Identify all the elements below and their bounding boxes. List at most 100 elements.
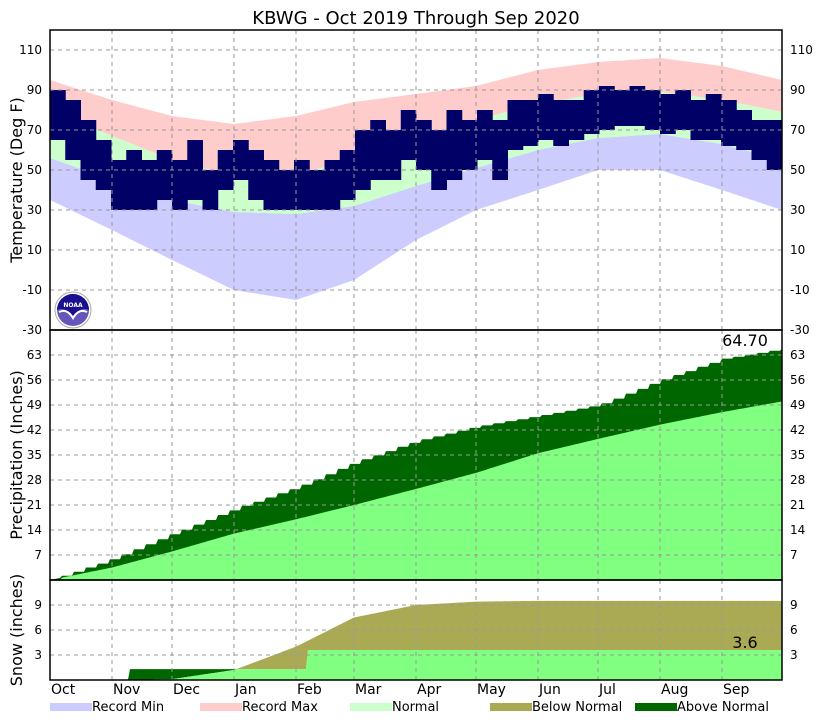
actual-temp-bar (156, 150, 173, 200)
y-tick-label-right: 14 (790, 523, 805, 537)
y-tick-label-left: 110 (19, 43, 42, 57)
legend-label: Record Min (92, 700, 164, 715)
legend-label: Below Normal (532, 700, 622, 715)
actual-temp-bar (126, 150, 142, 210)
y-tick-label-right: 6 (790, 623, 798, 637)
actual-temp-bar (400, 110, 417, 160)
month-label: Jul (598, 682, 616, 698)
y-tick-label-right: 63 (790, 348, 805, 362)
y-tick-label-right: 21 (790, 498, 805, 512)
y-tick-label-left: 50 (27, 163, 42, 177)
temperature-panel: -30 -30 -10 -10 10 10 30 30 50 50 70 70 90 90 110 110 Te… (7, 29, 813, 337)
noaa-logo: NOAA (54, 291, 92, 329)
y-tick-label-left: 70 (27, 123, 42, 137)
actual-temp-bar (294, 160, 310, 210)
y-tick-label-left: 14 (27, 523, 42, 537)
actual-temp-bar (599, 86, 615, 130)
y-tick-label-left: 21 (27, 498, 42, 512)
actual-temp-bar (309, 170, 325, 210)
actual-temp-bar (324, 160, 341, 210)
y-tick-label-right: 35 (790, 448, 805, 462)
panel-frame (49, 579, 783, 681)
month-label: Oct (51, 682, 76, 698)
y-tick-label-left: 49 (27, 398, 42, 412)
y-tick-label-right: 42 (790, 423, 805, 437)
y-tick-label-right: 3 (790, 648, 798, 662)
y-tick-label-right: 50 (790, 163, 805, 177)
y-tick-label-left: 7 (34, 548, 42, 562)
snow-total-annotation: 3.6 (732, 633, 757, 652)
actual-temp-bar (95, 140, 112, 190)
y-axis-label: Temperature (Deg F) (7, 97, 26, 264)
y-tick-label-right: -30 (790, 323, 810, 337)
month-label: Nov (113, 682, 140, 698)
chart-title: KBWG - Oct 2019 Through Sep 2020 (252, 8, 579, 29)
actual-temp-bar (644, 90, 661, 130)
snow-panel: 3 3 6 6 9 9 Snow (inches) 3.6 (7, 574, 798, 686)
y-tick-label-left: 42 (27, 423, 42, 437)
actual-temp-bar (614, 90, 630, 126)
actual-temp-bar (675, 90, 691, 130)
legend: Record Min Record Max Normal Below Normal Ab… (50, 700, 769, 715)
y-tick-label-left: -30 (22, 323, 42, 337)
y-tick-label-left: 56 (27, 373, 42, 387)
actual-temp-bar (492, 120, 508, 180)
actual-temp-bar (217, 150, 234, 190)
actual-temp-bar (111, 160, 127, 210)
actual-temp-bar (736, 110, 752, 150)
y-tick-label-left: 90 (27, 83, 42, 97)
month-label: Dec (173, 682, 200, 698)
month-axis: Oct Nov Dec Jan Feb Mar Apr May Jun Jul Aug Sep (51, 682, 750, 698)
y-tick-label-right: -10 (790, 283, 810, 297)
actual-temp-bar (629, 86, 646, 126)
actual-temp-bar (721, 100, 737, 146)
actual-temp-bar (248, 150, 264, 200)
actual-temp-bar (583, 90, 600, 134)
actual-temp-bar (766, 120, 783, 170)
actual-temp-bar (50, 90, 66, 140)
y-tick-label-left: 6 (34, 623, 42, 637)
y-tick-label-right: 28 (790, 473, 805, 487)
legend-label: Above Normal (677, 700, 769, 715)
precip-total-annotation: 64.70 (722, 331, 768, 350)
y-tick-label-right: 56 (790, 373, 805, 387)
actual-temp-bar (522, 100, 539, 146)
svg-text:NOAA: NOAA (63, 302, 83, 309)
actual-temp-bar (80, 120, 97, 180)
month-label: Jun (538, 682, 561, 698)
month-label: Feb (297, 682, 322, 698)
month-label: Apr (417, 682, 441, 698)
actual-temp-bar (568, 100, 585, 140)
month-label: Mar (355, 682, 382, 698)
actual-temp-bar (141, 160, 158, 210)
actual-temp-bar (431, 130, 447, 190)
legend-swatch (50, 703, 92, 711)
actual-temp-bar (278, 170, 295, 210)
legend-swatch (490, 703, 532, 711)
legend-swatch (200, 703, 242, 711)
y-tick-label-right: 90 (790, 83, 805, 97)
actual-temp-bar (370, 120, 386, 180)
y-tick-label-left: 9 (34, 598, 42, 612)
actual-temp-bar (355, 130, 371, 190)
y-tick-label-right: 10 (790, 243, 805, 257)
y-tick-label-left: -10 (22, 283, 42, 297)
month-label: Jan (234, 682, 257, 698)
y-tick-label-left: 35 (27, 448, 42, 462)
month-label: Aug (661, 682, 688, 698)
actual-temp-bar (690, 100, 707, 140)
y-tick-label-right: 110 (790, 43, 813, 57)
normal-snow-area (50, 650, 782, 680)
legend-label: Record Max (242, 700, 318, 715)
legend-label: Normal (392, 700, 439, 715)
actual-temp-bar (461, 120, 478, 170)
y-tick-label-right: 30 (790, 203, 805, 217)
legend-swatch (350, 703, 392, 711)
actual-temp-bar (660, 94, 676, 134)
y-axis-label: Snow (inches) (7, 574, 26, 686)
y-axis-label: Precipitation (Inches) (7, 370, 26, 540)
y-tick-label-right: 49 (790, 398, 805, 412)
actual-temp-bar (339, 150, 356, 200)
actual-temp-bar (507, 100, 524, 150)
